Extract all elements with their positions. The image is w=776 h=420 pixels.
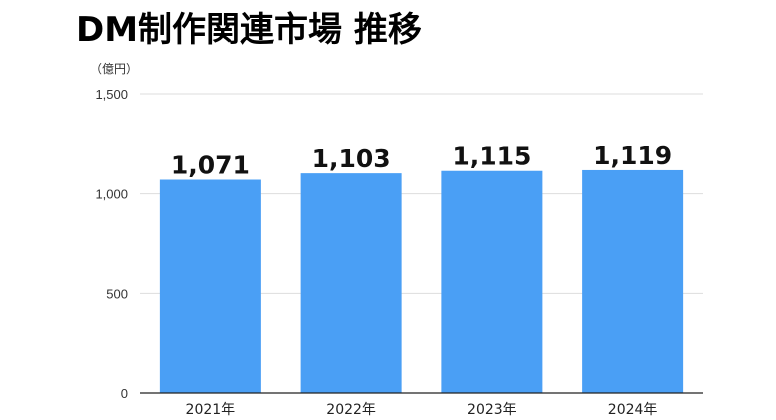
x-tick-label: 2022年	[326, 402, 376, 418]
bar	[159, 179, 261, 393]
bar	[441, 170, 543, 393]
bar	[300, 173, 402, 393]
y-tick-label: 0	[121, 386, 128, 401]
chart-title: DM制作関連市場 推移	[76, 10, 422, 50]
y-tick-label: 1,000	[95, 187, 128, 202]
y-unit-label: （億円）	[90, 62, 138, 76]
y-tick-label: 1,500	[95, 87, 128, 102]
y-tick-label: 500	[106, 286, 128, 301]
bar-value-label: 1,071	[171, 151, 250, 180]
bar-value-label: 1,115	[452, 142, 531, 171]
bar-value-label: 1,119	[593, 141, 672, 170]
x-tick-label: 2023年	[467, 402, 517, 418]
x-tick-label: 2021年	[186, 402, 236, 418]
bar	[582, 169, 684, 393]
x-tick-label: 2024年	[608, 402, 658, 418]
bar-value-label: 1,103	[312, 144, 391, 173]
